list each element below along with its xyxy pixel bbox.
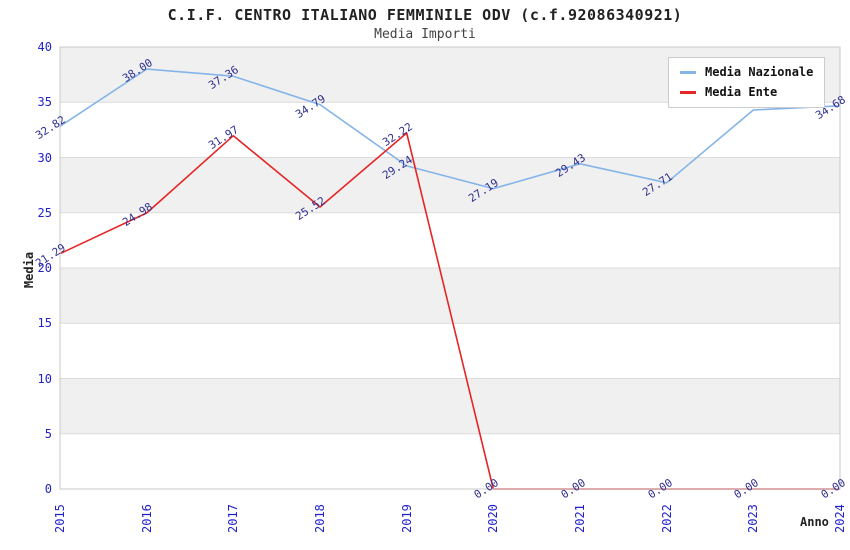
y-tick-label: 0 [44, 482, 52, 496]
x-tick-label: 2020 [486, 504, 501, 533]
y-tick-label: 30 [37, 150, 52, 165]
x-tick-label: 2023 [746, 504, 761, 533]
x-tick-label: 2021 [573, 504, 587, 533]
x-tick-label: 2016 [139, 504, 154, 533]
grid-band [60, 212, 840, 268]
chart-title: C.I.F. CENTRO ITALIANO FEMMINILE ODV (c.… [167, 6, 683, 24]
grid-band [60, 323, 840, 379]
y-tick-label: 10 [37, 371, 52, 386]
grid-band [60, 102, 840, 158]
x-tick-label: 2024 [833, 504, 847, 533]
chart-subtitle: Media Importi [374, 27, 476, 42]
legend-label: Media Ente [705, 85, 778, 99]
legend-swatch-line-icon [680, 91, 696, 94]
plot-border [59, 46, 841, 490]
grid-band [60, 433, 840, 489]
y-tick-label: 20 [37, 261, 52, 275]
y-tick-label: 15 [37, 316, 52, 331]
x-tick-label: 2017 [226, 504, 241, 533]
y-axis-title: Media [22, 251, 36, 289]
grid-band [60, 378, 840, 434]
line-media-nazionale [59, 68, 841, 190]
grid-band [60, 157, 840, 213]
legend: Media Nazionale Media Ente [668, 57, 826, 108]
x-tick-label: 2022 [659, 504, 674, 533]
x-tick-label: 2019 [399, 504, 414, 533]
y-tick-label: 5 [44, 426, 52, 441]
legend-swatch-line-icon [680, 71, 696, 74]
y-tick-label: 25 [37, 205, 52, 220]
legend-label: Media Nazionale [705, 65, 814, 79]
grid-band [60, 268, 840, 324]
legend-item-media-ente: Media Ente [680, 86, 813, 99]
x-tick-label: 2015 [53, 504, 67, 533]
y-tick-label: 40 [37, 40, 52, 54]
legend-item-media-nazionale: Media Nazionale [680, 66, 813, 79]
x-tick-label: 2018 [313, 504, 327, 533]
y-tick-label: 35 [37, 95, 52, 110]
x-axis-title: Anno [800, 515, 829, 529]
